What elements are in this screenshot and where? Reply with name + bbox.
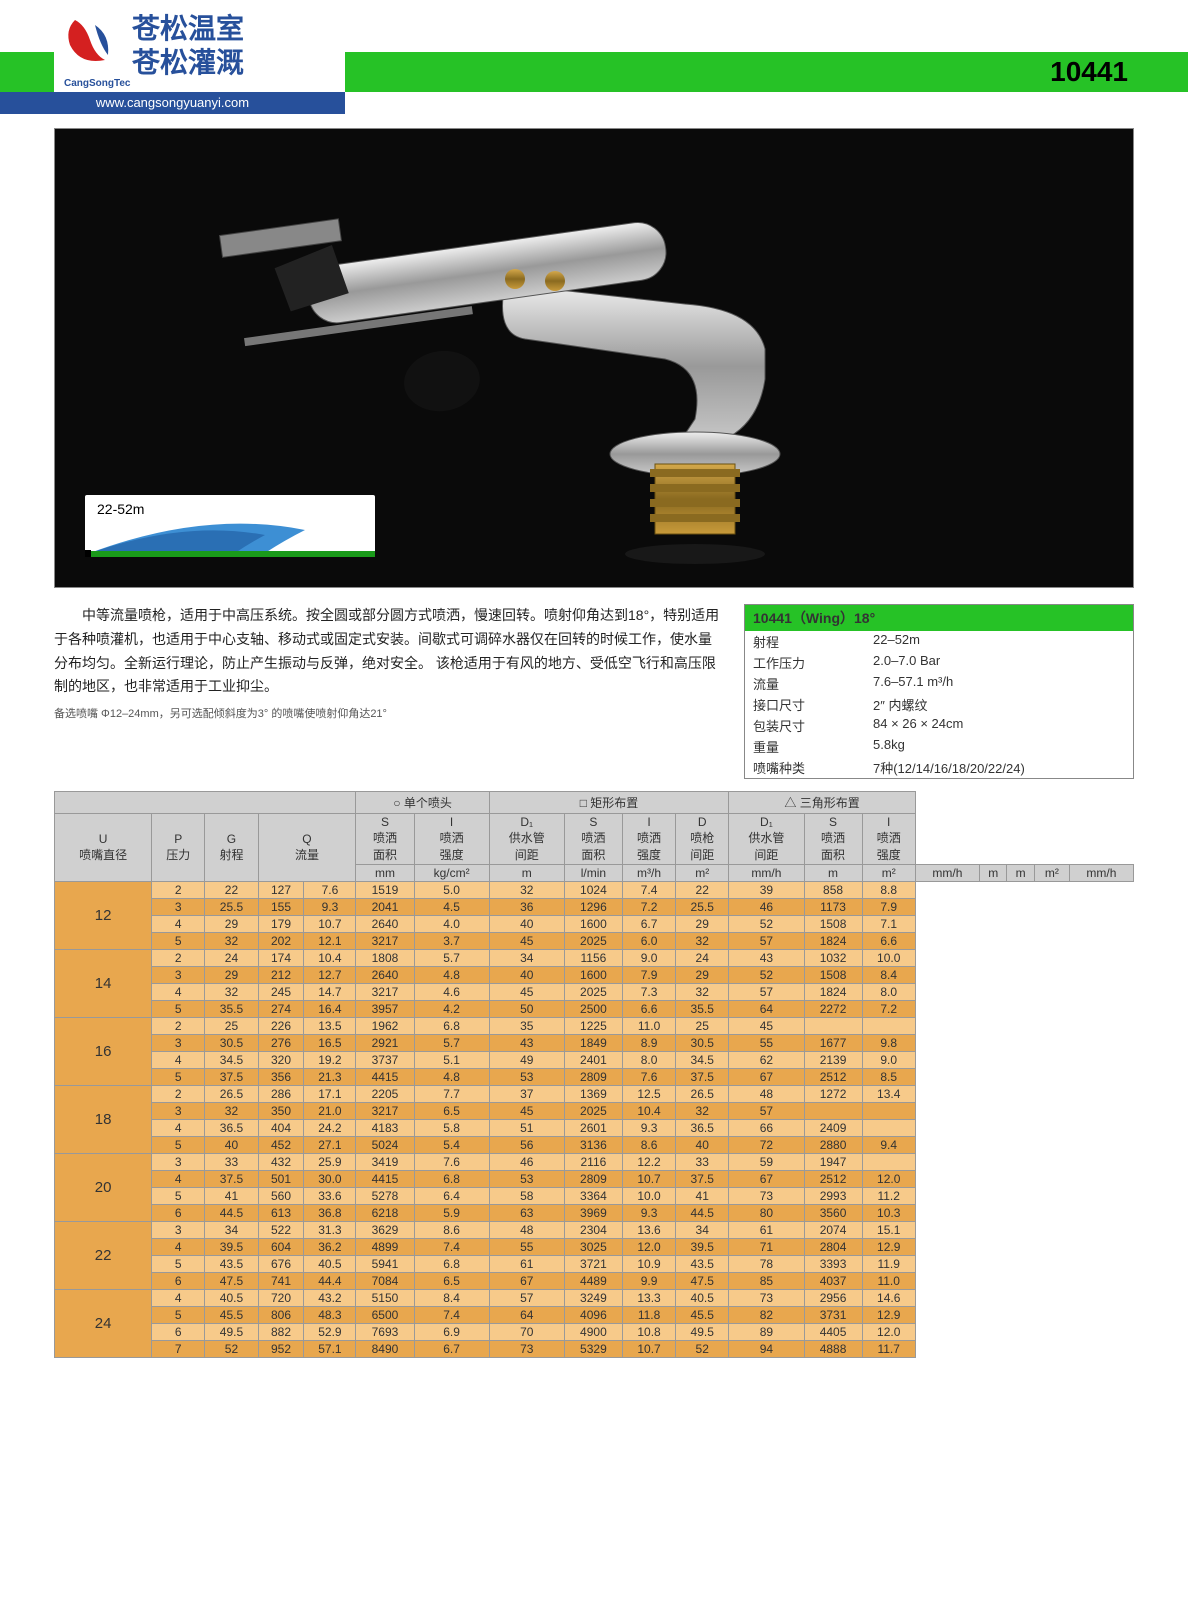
table-row: 122221277.615195.03210247.422398588.8 — [55, 882, 1134, 899]
table-row: 545.580648.365007.464409611.845.58237311… — [55, 1307, 1134, 1324]
table-row: 649.588252.976936.970490010.849.58944051… — [55, 1324, 1134, 1341]
hero-image: 22-52m — [54, 128, 1134, 588]
spec-row: 流量7.6–57.1 m³/h — [745, 673, 1133, 694]
table-row: 647.574144.470846.56744899.947.585403711… — [55, 1273, 1134, 1290]
col-group-single: ○ 单个喷头 — [356, 792, 489, 814]
table-row: 42917910.726404.04016006.7295215087.1 — [55, 916, 1134, 933]
table-row: 75295257.184906.773532910.75294488811.7 — [55, 1341, 1134, 1358]
spec-row: 重量5.8kg — [745, 736, 1133, 757]
table-row: 1422417410.418085.73411569.02443103210.0 — [55, 950, 1134, 967]
description-body: 中等流量喷枪，适用于中高压系统。按全圆或部分圆方式喷洒，慢速回转。喷射仰角达到1… — [54, 604, 724, 699]
spray-trajectory-icon — [85, 515, 375, 557]
table-row: 537.535621.344154.85328097.637.56725128.… — [55, 1069, 1134, 1086]
mid-section: 中等流量喷枪，适用于中高压系统。按全圆或部分圆方式喷洒，慢速回转。喷射仰角达到1… — [54, 604, 1134, 779]
company-url: www.cangsongyuanyi.com — [0, 92, 345, 114]
spec-row: 射程22–52m — [745, 631, 1133, 652]
company-name-2: 苍松灌溉 — [132, 46, 244, 80]
spec-row: 接口尺寸2″ 内螺纹 — [745, 694, 1133, 715]
table-row: 330.527616.529215.74318498.930.55516779.… — [55, 1035, 1134, 1052]
spec-row: 包装尺寸84 × 26 × 24cm — [745, 715, 1133, 736]
table-row: 535.527416.439574.25025006.635.56422727.… — [55, 1001, 1134, 1018]
performance-table: ○ 单个喷头 □ 矩形布置 △ 三角形布置 U喷嘴直径 P压力 G射程 Q流量 … — [54, 791, 1134, 1358]
product-code: 10441 — [1050, 56, 1128, 88]
table-row: 543.567640.559416.861372110.943.57833931… — [55, 1256, 1134, 1273]
green-title-bar: 10441 — [345, 52, 1188, 92]
table-row: 2233452231.336298.648230413.63461207415.… — [55, 1222, 1134, 1239]
table-row: 644.561336.862185.96339699.344.580356010… — [55, 1205, 1134, 1222]
green-accent-left — [0, 52, 54, 92]
table-row: 437.550130.044156.853280910.737.56725121… — [55, 1171, 1134, 1188]
col-group-tri: △ 三角形布置 — [729, 792, 915, 814]
table-row: 436.540424.241835.85126019.336.5662409 — [55, 1120, 1134, 1137]
table-row: 32921212.726404.84016007.9295215088.4 — [55, 967, 1134, 984]
table-row: 43224514.732174.64520257.3325718248.0 — [55, 984, 1134, 1001]
table-row: 18226.528617.122057.737136912.526.548127… — [55, 1086, 1134, 1103]
table-row: 53220212.132173.74520256.0325718246.6 — [55, 933, 1134, 950]
spec-row: 喷嘴种类7种(12/14/16/18/20/22/24) — [745, 757, 1133, 778]
spec-title: 10441（Wing）18° — [745, 605, 1133, 631]
table-row: 434.532019.237375.14924018.034.56221399.… — [55, 1052, 1134, 1069]
col-group-rect: □ 矩形布置 — [489, 792, 729, 814]
product-description: 中等流量喷枪，适用于中高压系统。按全圆或部分圆方式喷洒，慢速回转。喷射仰角达到1… — [54, 604, 724, 779]
spec-rows: 射程22–52m工作压力2.0–7.0 Bar流量7.6–57.1 m³/h接口… — [745, 631, 1133, 778]
spec-row: 工作压力2.0–7.0 Bar — [745, 652, 1133, 673]
table-row: 2033343225.934197.646211612.233591947 — [55, 1154, 1134, 1171]
page-header: 苍松温室 苍松灌溉 CangSongTec 10441 www.cangsong… — [0, 0, 1188, 110]
logo-icon — [60, 10, 120, 82]
table-row: 1622522613.519626.835122511.02545 — [55, 1018, 1134, 1035]
spec-table: 10441（Wing）18° 射程22–52m工作压力2.0–7.0 Bar流量… — [744, 604, 1134, 779]
table-row: 54156033.652786.458336410.04173299311.2 — [55, 1188, 1134, 1205]
spray-range-box: 22-52m — [85, 495, 375, 557]
company-name-en: CangSongTec — [64, 78, 130, 89]
table-row: 54045227.150245.45631368.6407228809.4 — [55, 1137, 1134, 1154]
company-name-1: 苍松温室 — [132, 12, 244, 46]
table-row: 439.560436.248997.455302512.039.57128041… — [55, 1239, 1134, 1256]
table-row: 24440.572043.251508.457324913.340.573295… — [55, 1290, 1134, 1307]
table-row: 325.51559.320414.53612967.225.54611737.9 — [55, 899, 1134, 916]
description-note: 备选喷嘴 Φ12–24mm，另可选配倾斜度为3° 的喷嘴使喷射仰角达21° — [54, 705, 724, 724]
table-row: 33235021.032176.545202510.43257 — [55, 1103, 1134, 1120]
